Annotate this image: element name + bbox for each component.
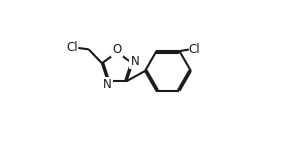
Text: O: O xyxy=(113,43,122,56)
Text: N: N xyxy=(103,78,111,91)
Text: N: N xyxy=(130,55,139,68)
Text: Cl: Cl xyxy=(188,43,200,56)
Text: Cl: Cl xyxy=(66,41,77,54)
